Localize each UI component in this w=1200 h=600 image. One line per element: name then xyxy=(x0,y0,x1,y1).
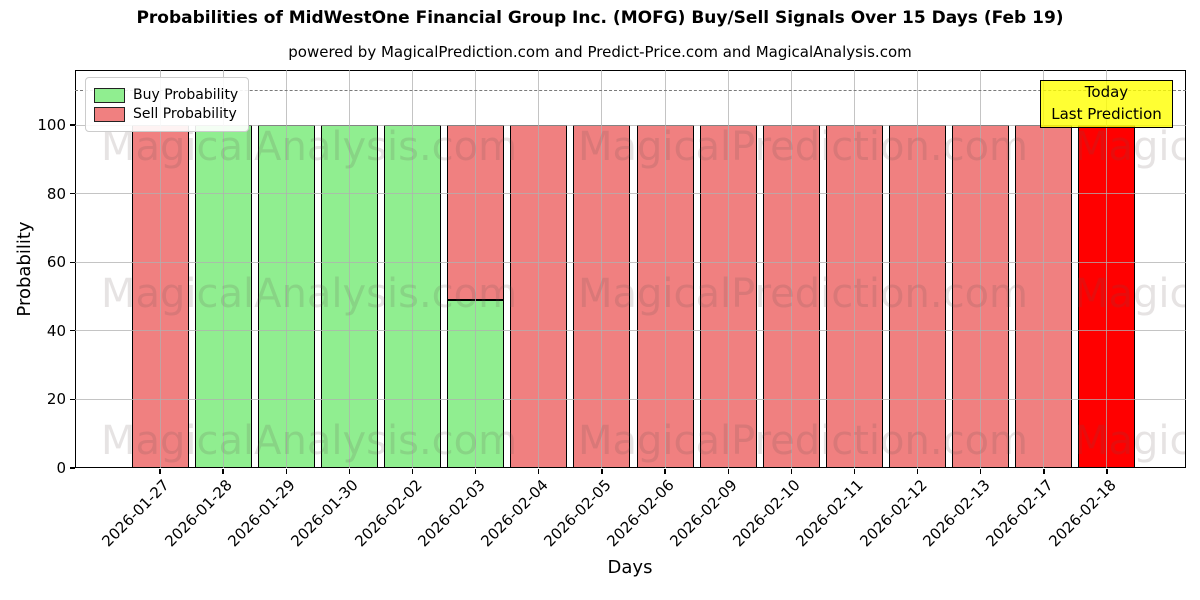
legend-label-buy: Buy Probability xyxy=(133,87,239,103)
x-tick-label: 2026-02-03 xyxy=(414,476,489,551)
x-tick-mark xyxy=(664,469,666,474)
x-tick-mark xyxy=(159,469,161,474)
x-tick-label: 2026-02-11 xyxy=(792,476,868,551)
x-tick-label: 2026-01-29 xyxy=(224,476,299,551)
x-tick-mark xyxy=(411,469,414,474)
x-tick-label: 2026-02-17 xyxy=(982,476,1057,551)
buy-swatch-icon xyxy=(94,87,125,103)
x-axis-label: Days xyxy=(607,557,653,578)
x-tick-mark xyxy=(1043,469,1045,474)
x-tick-mark xyxy=(601,469,603,474)
x-tick-mark xyxy=(475,469,477,474)
x-tick-mark xyxy=(1106,469,1108,474)
legend-label-sell: Sell Probability xyxy=(133,106,237,122)
x-tick-label: 2026-02-06 xyxy=(603,476,678,551)
chart-title: Probabilities of MidWestOne Financial Gr… xyxy=(136,8,1064,28)
legend: Buy Probability Sell Probability xyxy=(85,77,249,132)
x-tick-label: 2026-01-28 xyxy=(161,476,236,551)
x-tick-mark xyxy=(853,469,856,474)
x-tick-mark xyxy=(348,469,351,474)
today-annotation-box: Today Last Prediction xyxy=(1040,80,1173,128)
y-axis-label: Probability xyxy=(14,221,35,317)
x-tick-mark xyxy=(285,469,287,474)
x-tick-mark xyxy=(222,469,224,474)
x-tick-label: 2026-01-27 xyxy=(98,476,173,551)
x-tick-label: 2026-02-18 xyxy=(1045,476,1120,551)
x-tick-mark xyxy=(727,469,729,474)
legend-item-buy: Buy Probability xyxy=(94,87,238,103)
sell-swatch-icon xyxy=(94,106,125,122)
x-tick-label: 2026-02-02 xyxy=(350,476,426,551)
x-tick-mark xyxy=(538,469,540,474)
chart-subtitle: powered by MagicalPrediction.com and Pre… xyxy=(288,43,912,61)
x-tick-label: 2026-02-05 xyxy=(540,476,615,551)
annotation-line-2: Last Prediction xyxy=(1051,105,1162,123)
x-tick-label: 2026-02-12 xyxy=(855,476,931,551)
x-tick-label: 2026-02-13 xyxy=(919,476,994,551)
x-tick-label: 2026-02-09 xyxy=(666,476,741,551)
annotation-line-1: Today xyxy=(1084,83,1129,102)
x-tick-label: 2026-02-04 xyxy=(477,476,552,551)
x-tick-label: 2026-02-10 xyxy=(729,476,805,551)
legend-item-sell: Sell Probability xyxy=(94,106,238,122)
x-tick-label: 2026-01-30 xyxy=(287,476,363,551)
x-tick-mark xyxy=(980,469,982,474)
x-tick-mark xyxy=(790,469,792,474)
x-tick-mark xyxy=(916,469,919,474)
